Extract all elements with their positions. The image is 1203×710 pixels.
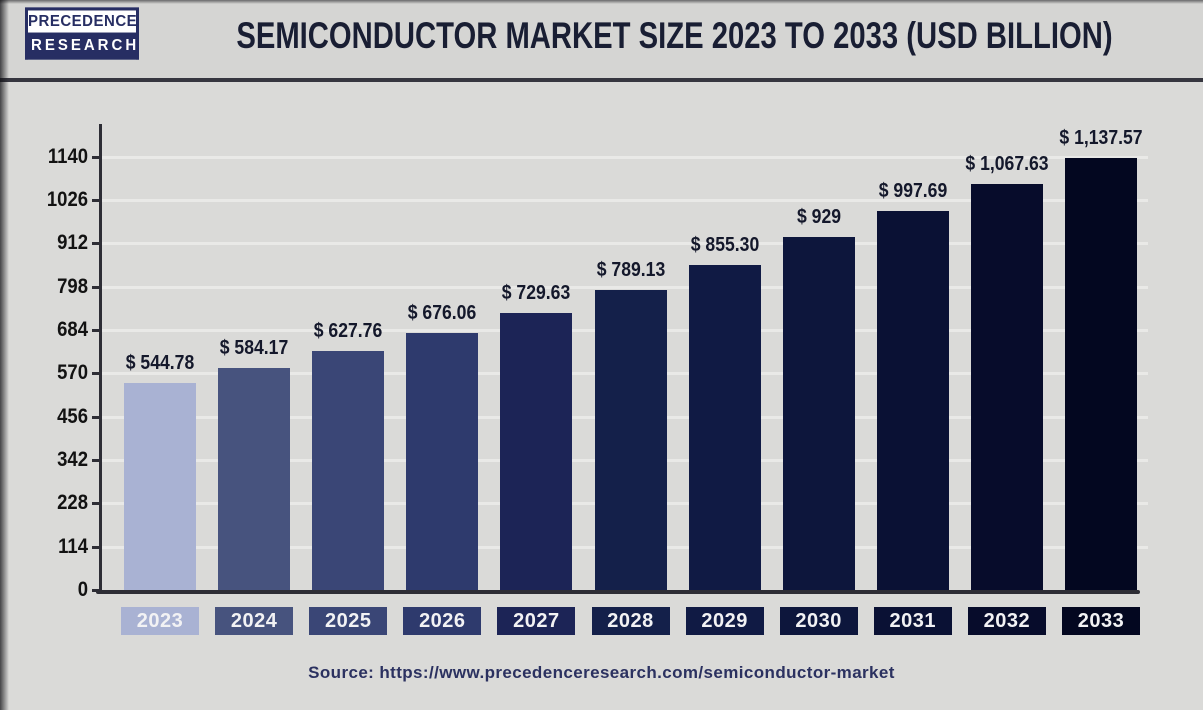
x-axis-label-2029: 2029 [685, 607, 764, 635]
y-axis-tick-label-456: 456 [57, 404, 88, 428]
y-axis-tick-1026 [92, 199, 100, 203]
y-axis-tick-label-684: 684 [57, 318, 88, 342]
bar-value-label-2033: $ 1,137.57 [1059, 126, 1143, 149]
y-axis-tick-456 [92, 415, 100, 419]
bar-2028 [594, 290, 667, 590]
y-axis-tick-114 [92, 545, 100, 549]
footer: Source: https://www.precedenceresearch.c… [0, 663, 1203, 683]
title-container: SEMICONDUCTOR MARKET SIZE 2023 TO 2033 (… [165, 15, 1178, 57]
y-axis-tick-228 [92, 502, 100, 506]
y-axis-tick-798 [92, 285, 100, 289]
gridline-798 [101, 285, 1148, 289]
logo-line-precedence: PRECEDENCE [25, 7, 139, 36]
x-axis-label-2025: 2025 [309, 607, 388, 635]
bar-value-label-2030: $ 929 [796, 205, 841, 228]
bar-2027 [500, 312, 573, 590]
bar-2030 [782, 236, 855, 590]
x-axis-label-2023: 2023 [121, 607, 200, 635]
y-axis-tick-label-1026: 1026 [46, 188, 88, 212]
bar-value-label-2028: $ 789.13 [596, 259, 665, 282]
x-axis-label-2031: 2031 [873, 607, 952, 635]
gridline-1026 [101, 199, 1148, 203]
gridline-912 [101, 242, 1148, 246]
bar-value-label-2025: $ 627.76 [313, 320, 383, 343]
y-axis-tick-label-342: 342 [57, 448, 88, 472]
x-axis-label-2033: 2033 [1061, 607, 1140, 635]
bar-value-label-2029: $ 855.30 [690, 233, 759, 256]
gridline-1140 [101, 155, 1148, 159]
logo-line-research: RESEARCH [25, 34, 139, 60]
bar-value-label-2026: $ 676.06 [408, 302, 477, 325]
header: PRECEDENCE RESEARCH SEMICONDUCTOR MARKET… [0, 0, 1203, 78]
y-axis-tick-label-798: 798 [57, 274, 88, 298]
bar-value-label-2023: $ 544.78 [125, 351, 195, 374]
bar-value-label-2024: $ 584.17 [219, 337, 289, 359]
x-axis-label-2027: 2027 [497, 607, 576, 635]
y-axis-tick-label-912: 912 [57, 231, 88, 255]
y-axis-tick-1140 [92, 155, 100, 159]
bar-2023 [124, 382, 197, 590]
bar-2033 [1064, 157, 1137, 590]
source-text: Source: https://www.precedenceresearch.c… [308, 663, 895, 682]
x-axis-label-2030: 2030 [779, 607, 858, 635]
y-axis-tick-label-570: 570 [57, 361, 88, 385]
bar-2029 [688, 264, 761, 590]
x-axis-label-2026: 2026 [403, 607, 482, 635]
precedence-research-logo: PRECEDENCE RESEARCH [25, 7, 139, 60]
x-axis-label-2028: 2028 [591, 607, 670, 635]
bar-2031 [876, 210, 949, 590]
x-axis-label-2032: 2032 [967, 607, 1046, 635]
x-axis-line [96, 590, 1140, 594]
bar-2024 [218, 368, 291, 590]
bar-chart: 0 114 228 342 456 570 684 798 912 1026 1140 $ 544.7… [0, 82, 1203, 660]
header-divider [0, 78, 1203, 82]
chart-title: SEMICONDUCTOR MARKET SIZE 2023 TO 2033 (… [236, 15, 1113, 57]
bar-value-label-2027: $ 729.63 [502, 281, 571, 304]
bar-2032 [970, 184, 1043, 590]
y-axis-tick-570 [92, 372, 100, 376]
bar-2026 [406, 333, 479, 590]
y-axis-tick-label-0: 0 [77, 578, 88, 601]
y-axis-line [99, 124, 102, 593]
y-axis-tick-label-228: 228 [57, 491, 88, 515]
y-axis-tick-912 [92, 242, 100, 246]
y-axis-tick-684 [92, 329, 100, 333]
x-axis-label-2024: 2024 [215, 607, 294, 635]
bar-value-label-2031: $ 997.69 [878, 179, 948, 202]
bar-2025 [312, 351, 385, 590]
y-axis-tick-label-114: 114 [58, 534, 88, 558]
bar-value-label-2032: $ 1,067.63 [965, 153, 1049, 176]
y-axis-tick-342 [92, 459, 100, 463]
y-axis-tick-label-1140: 1140 [47, 144, 88, 168]
